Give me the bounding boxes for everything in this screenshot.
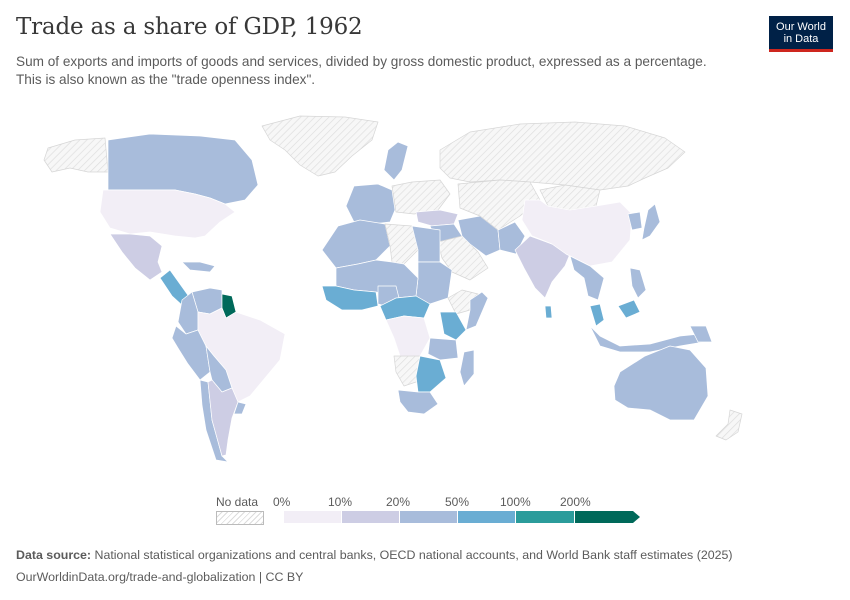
chart-subtitle: Sum of exports and imports of goods and … [16, 54, 707, 87]
legend-tick-0: 0% [273, 495, 291, 509]
region-west-africa-coast[interactable] [321, 285, 379, 311]
region-ecuador-peru[interactable] [171, 325, 211, 381]
region-congo[interactable] [385, 315, 431, 357]
source-url[interactable]: OurWorldinData.org/trade-and-globalizati… [16, 570, 304, 584]
legend-no-data-swatch[interactable] [216, 511, 264, 525]
region-korea[interactable] [627, 211, 643, 231]
legend-tick-20: 20% [386, 495, 411, 509]
region-thailand-myanmar[interactable] [569, 255, 605, 301]
region-russia[interactable] [439, 121, 686, 191]
data-source-line: Data source: National statistical organi… [16, 548, 733, 562]
region-indonesia[interactable] [589, 325, 705, 353]
legend-bin-200-plus[interactable] [575, 511, 633, 523]
legend-bin-20-50[interactable] [400, 511, 458, 523]
region-turkey[interactable] [415, 209, 459, 227]
legend-no-data-label: No data [216, 495, 259, 509]
region-south-africa[interactable] [397, 389, 439, 415]
region-madagascar[interactable] [459, 349, 475, 387]
legend-bin-0-10[interactable] [284, 511, 342, 523]
region-somalia[interactable] [465, 291, 489, 331]
region-new-zealand[interactable] [715, 409, 743, 441]
region-greenland[interactable] [261, 115, 379, 177]
region-egypt[interactable] [411, 225, 441, 263]
legend-tick-10: 10% [328, 495, 353, 509]
data-source-text: National statistical organizations and c… [94, 548, 733, 562]
region-zambia-zimbabwe[interactable] [415, 355, 447, 393]
region-scandinavia[interactable] [383, 141, 409, 181]
region-mexico[interactable] [109, 233, 163, 281]
legend-bin-100-200[interactable] [516, 511, 575, 523]
region-sudan[interactable] [415, 261, 453, 305]
owid-logo[interactable]: Our World in Data [769, 16, 833, 52]
legend-tick-200: 200% [560, 495, 591, 509]
data-source-label: Data source: [16, 548, 92, 562]
color-legend: No data 0% 10% 20% 50% 100% 200% [0, 495, 850, 535]
region-philippines[interactable] [629, 267, 647, 299]
chart-title: Trade as a share of GDP, 1962 [16, 14, 363, 40]
region-papua-new-guinea[interactable] [689, 325, 713, 343]
region-china[interactable] [521, 199, 633, 267]
region-united-states[interactable] [99, 189, 236, 239]
region-uruguay[interactable] [233, 401, 247, 415]
region-sri-lanka[interactable] [544, 305, 553, 319]
region-western-europe[interactable] [345, 183, 396, 225]
legend-open-end-arrow [633, 511, 640, 523]
logo-line-2: in Data [783, 33, 819, 45]
region-australia[interactable] [613, 345, 709, 421]
legend-bin-50-100[interactable] [458, 511, 516, 523]
region-eastern-europe[interactable] [391, 179, 451, 215]
region-argentina[interactable] [207, 379, 239, 457]
region-india[interactable] [514, 235, 571, 299]
region-caribbean[interactable] [181, 261, 216, 273]
region-malaysia[interactable] [589, 299, 641, 327]
region-japan[interactable] [641, 203, 661, 241]
logo-line-1: Our World [776, 21, 826, 33]
world-map[interactable] [0, 100, 850, 470]
region-alaska[interactable] [43, 137, 109, 173]
legend-bin-10-20[interactable] [342, 511, 400, 523]
region-tanzania[interactable] [427, 337, 459, 361]
legend-tick-50: 50% [445, 495, 470, 509]
region-kenya[interactable] [439, 311, 467, 341]
region-angola[interactable] [393, 355, 423, 387]
region-central-asia[interactable] [457, 179, 541, 231]
legend-tick-100: 100% [500, 495, 531, 509]
